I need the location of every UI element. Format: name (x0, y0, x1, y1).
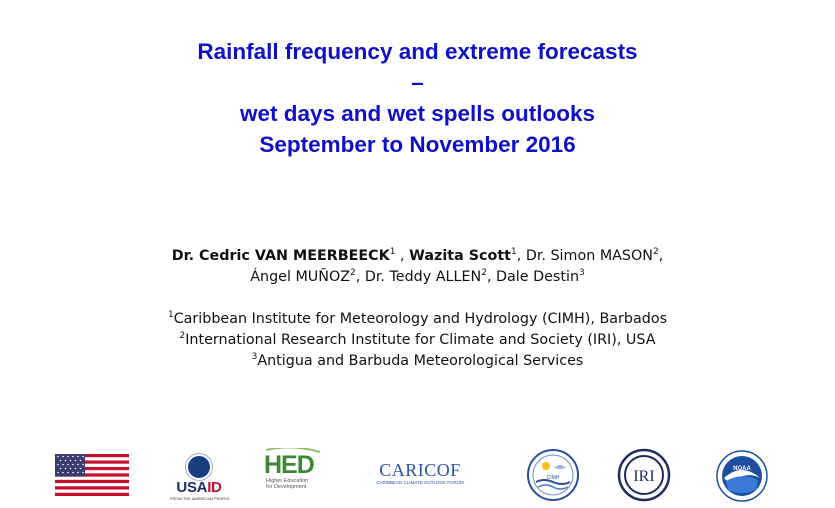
affiliation-mark: 2 (179, 331, 186, 342)
affiliation-list: 1Caribbean Institute for Meteorology and… (0, 309, 835, 372)
hed-letters: HED (264, 451, 315, 479)
author-name: Dr. Cedric VAN MEERBEECK (171, 248, 390, 264)
iri-logo: IRI (617, 448, 671, 502)
usaid-tagline: FROM THE AMERICAN PEOPLE (170, 496, 230, 501)
caricof-logo: CARICOF CARIBBEAN CLIMATE OUTLOOK FORUM (370, 460, 470, 490)
author-affil-mark: 1 (511, 247, 517, 258)
author-affil-mark: 3 (579, 268, 585, 279)
iri-label: IRI (633, 468, 654, 485)
usaid-word-a: USA (176, 479, 208, 496)
affiliation-mark: 3 (251, 352, 258, 363)
author-separator: , (395, 248, 410, 264)
usaid-wordmark: USAID (170, 480, 228, 496)
hed-logo: HED Higher Education for Development (262, 448, 324, 504)
author-affil-mark: 2 (481, 268, 487, 279)
affiliation-item: 1Caribbean Institute for Meteorology and… (0, 309, 835, 330)
affiliation-text: Antigua and Barbuda Meteorological Servi… (257, 353, 584, 369)
cimh-logo: CIMH (526, 448, 580, 502)
usaid-logo: USAID FROM THE AMERICAN PEOPLE (170, 454, 230, 501)
affiliation-item: 3Antigua and Barbuda Meteorological Serv… (0, 351, 835, 372)
noaa-label: NOAA (733, 466, 751, 472)
cimh-label: CIMH (547, 475, 560, 481)
noaa-logo: NOAA (716, 450, 768, 502)
author-name: Wazita Scott (409, 248, 511, 264)
title-line-2: – (411, 70, 424, 95)
affiliation-text: International Research Institute for Cli… (185, 332, 656, 348)
hed-tagline-2: for Development (266, 484, 307, 490)
logo-strip: USAID FROM THE AMERICAN PEOPLE HED Highe… (0, 440, 835, 508)
author-name: , Dr. Teddy ALLEN (355, 269, 482, 285)
author-affil-mark: 2 (350, 268, 356, 279)
author-affil-mark: 1 (389, 247, 396, 258)
affiliation-item: 2International Research Institute for Cl… (0, 330, 835, 351)
us-flag-icon (55, 454, 129, 496)
usaid-word-b: ID (207, 479, 222, 496)
page-title: Rainfall frequency and extreme forecasts… (0, 36, 835, 160)
author-line-1: Dr. Cedric VAN MEERBEECK1 , Wazita Scott… (171, 247, 664, 264)
author-line-2: Ángel MUÑOZ2, Dr. Teddy ALLEN2, Dale Des… (0, 267, 835, 288)
caricof-wordmark: CARICOF (379, 460, 461, 480)
affiliation-mark: 1 (167, 310, 174, 321)
title-line-1: Rainfall frequency and extreme forecasts (197, 39, 638, 64)
author-name: Ángel MUÑOZ (250, 269, 351, 285)
author-name: , Dr. Simon MASON (516, 248, 653, 264)
author-name: , Dale Destin (486, 269, 580, 285)
affiliation-text: Caribbean Institute for Meteorology and … (173, 311, 668, 327)
author-affil-mark: 2 (652, 247, 659, 258)
title-line-3: wet days and wet spells outlooks (239, 101, 596, 126)
title-line-4: September to November 2016 (259, 132, 576, 157)
caricof-tagline: CARIBBEAN CLIMATE OUTLOOK FORUM (376, 480, 464, 485)
usaid-seal-icon (186, 454, 212, 480)
author-list: Dr. Cedric VAN MEERBEECK1 , Wazita Scott… (0, 246, 835, 288)
hed-tagline-1: Higher Education (266, 478, 309, 484)
